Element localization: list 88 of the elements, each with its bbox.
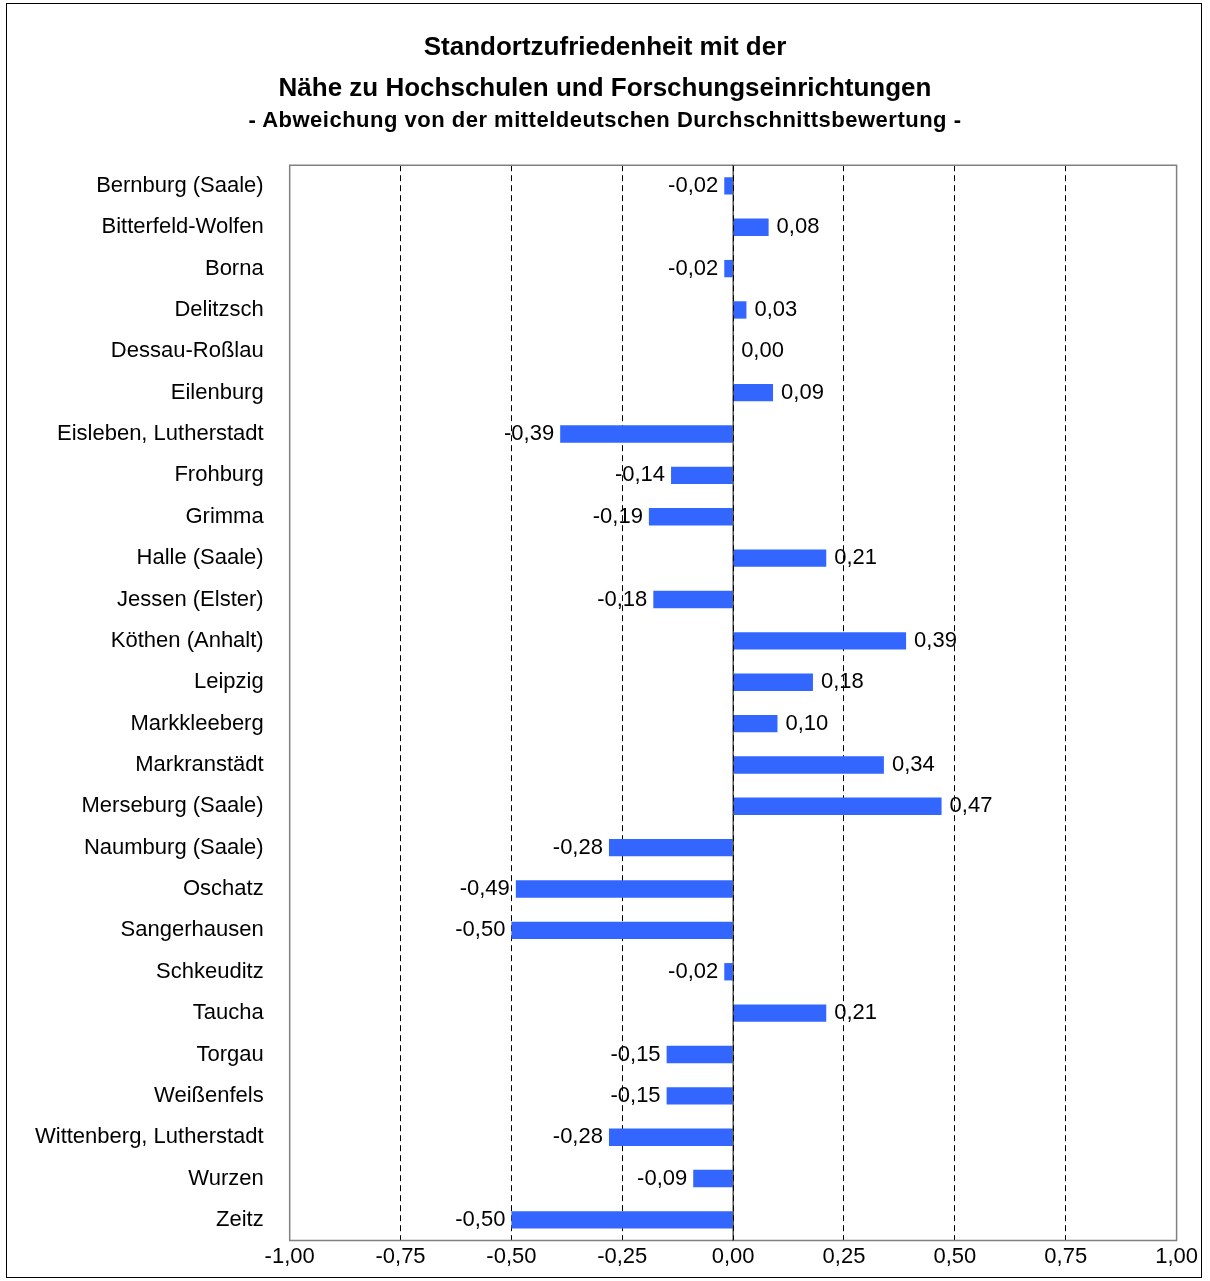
- bar: [693, 1169, 733, 1188]
- y-tick-label: Schkeuditz: [156, 957, 264, 983]
- data-label: -0,09: [637, 1164, 688, 1190]
- y-tick-label: Eisleben, Lutherstadt: [56, 420, 264, 446]
- x-tick-label: -1,00: [264, 1242, 315, 1268]
- x-tick-label: -0,75: [375, 1242, 426, 1268]
- x-tick-label: -0,25: [597, 1242, 648, 1268]
- y-tick-label: Frohburg: [174, 461, 264, 487]
- data-label: 0,00: [741, 337, 784, 363]
- data-label: 0,09: [781, 378, 824, 404]
- data-label: -0,50: [455, 1205, 506, 1231]
- y-tick-label: Sangerhausen: [120, 916, 264, 942]
- bar: [671, 466, 733, 485]
- y-tick-label: Zeitz: [215, 1205, 264, 1231]
- data-label: -0,02: [668, 254, 719, 280]
- data-label: -0,49: [459, 875, 510, 901]
- bar: [608, 838, 733, 857]
- bar: [724, 963, 733, 981]
- x-tick-label: 0,25: [822, 1242, 866, 1268]
- y-tick-label: Merseburg (Saale): [81, 792, 264, 818]
- bar: [666, 1087, 733, 1105]
- data-label: 0,47: [949, 792, 993, 818]
- y-tick-label: Wittenberg, Lutherstadt: [34, 1123, 264, 1149]
- y-tick-label: Borna: [204, 254, 265, 280]
- x-tick-label: 1,00: [1155, 1242, 1198, 1268]
- data-label: -0,28: [552, 833, 603, 859]
- data-label: 0,34: [891, 751, 935, 776]
- chart-subtitle: - Abweichung von der mitteldeutschen Durchschnittsbewertung -: [247, 107, 963, 133]
- bar: [733, 673, 813, 691]
- bar: [724, 259, 733, 278]
- y-tick-label: Torgau: [196, 1040, 264, 1066]
- bar: [733, 549, 827, 567]
- y-tick-label: Markkleeberg: [130, 709, 264, 735]
- bar: [666, 1045, 733, 1064]
- bar: [733, 632, 907, 650]
- bar: [648, 508, 733, 526]
- bar: [733, 384, 774, 402]
- data-label: -0,02: [668, 171, 719, 197]
- data-label: 0,39: [914, 626, 957, 652]
- data-label: 0,08: [776, 213, 820, 239]
- y-tick-label: Eilenburg: [170, 378, 264, 404]
- y-tick-label: Markranstädt: [135, 751, 264, 776]
- y-tick-label: Weißenfels: [154, 1081, 264, 1107]
- bar: [560, 425, 733, 443]
- x-tick-label: 0,50: [933, 1242, 977, 1268]
- x-tick-label: -0,50: [486, 1242, 537, 1268]
- data-label: -0,28: [552, 1123, 603, 1149]
- y-tick-label: Delitzsch: [174, 296, 264, 322]
- y-tick-label: Halle (Saale): [136, 544, 264, 570]
- bar: [511, 921, 733, 940]
- bar: [733, 1004, 827, 1022]
- y-tick-label: Grimma: [185, 502, 265, 528]
- data-label: -0,18: [597, 585, 648, 611]
- y-tick-label: Bitterfeld-Wolfen: [101, 213, 264, 239]
- y-tick-label: Jessen (Elster): [116, 585, 264, 611]
- bar: [515, 880, 733, 898]
- y-tick-label: Leipzig: [193, 668, 264, 694]
- bar: [733, 218, 769, 236]
- bar: [733, 301, 747, 319]
- chart-title: Standortzufriedenheit mit der Nähe zu Hochschulen und Forschungseinrichtungen: [277, 30, 933, 104]
- bar: [724, 177, 733, 195]
- bar: [511, 1211, 733, 1229]
- data-label: 0,21: [834, 999, 878, 1025]
- data-label: -0,19: [592, 502, 643, 528]
- data-label: 0,21: [834, 544, 878, 570]
- bar: [608, 1128, 733, 1146]
- data-label: -0,15: [610, 1040, 661, 1066]
- y-tick-label: Taucha: [192, 999, 265, 1025]
- data-label: -0,14: [614, 461, 666, 487]
- bar: [733, 797, 942, 815]
- data-label: -0,39: [504, 420, 555, 446]
- y-tick-label: Dessau-Roßlau: [110, 337, 264, 363]
- y-tick-label: Bernburg (Saale): [96, 171, 264, 197]
- x-tick-label: 0,00: [711, 1242, 755, 1268]
- bar: [733, 714, 778, 733]
- bar: [733, 756, 884, 774]
- data-label: 0,10: [785, 709, 829, 735]
- data-label: -0,50: [455, 916, 506, 942]
- bar: [653, 590, 733, 609]
- y-tick-label: Naumburg (Saale): [83, 833, 264, 859]
- data-label: 0,18: [820, 668, 864, 694]
- y-tick-label: Wurzen: [188, 1164, 264, 1190]
- data-label: -0,02: [668, 957, 719, 983]
- x-tick-label: 0,75: [1044, 1242, 1088, 1268]
- data-label: 0,03: [754, 296, 798, 322]
- y-tick-label: Oschatz: [182, 875, 264, 901]
- data-label: -0,15: [610, 1081, 661, 1107]
- y-tick-label: Köthen (Anhalt): [110, 626, 264, 652]
